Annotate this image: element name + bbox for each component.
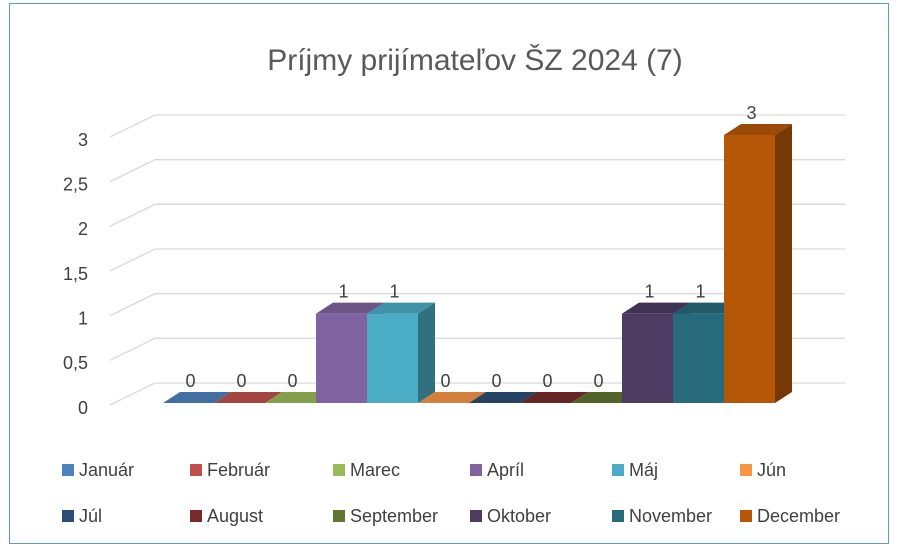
bar-side	[775, 124, 792, 403]
bar	[316, 313, 367, 403]
legend-swatch	[62, 510, 74, 522]
y-tick-label: 0	[78, 398, 88, 418]
legend-label: December	[757, 506, 840, 526]
bar	[673, 313, 724, 403]
data-label: 1	[644, 281, 654, 301]
y-tick-label: 0,5	[63, 353, 88, 373]
bar-top	[418, 392, 486, 403]
legend-label: Január	[79, 460, 134, 480]
grid-line	[109, 114, 845, 138]
legend-label: Oktober	[487, 506, 551, 526]
legend-swatch	[190, 464, 202, 476]
legend-swatch	[470, 464, 482, 476]
legend-swatch	[740, 510, 752, 522]
legend-label: Marec	[350, 460, 400, 480]
legend-label: September	[350, 506, 438, 526]
bar-top	[622, 302, 690, 314]
legend-swatch	[612, 510, 624, 522]
legend-label: Apríl	[487, 460, 524, 480]
data-label: 1	[695, 281, 705, 301]
grid-line	[109, 203, 845, 227]
bar	[622, 313, 673, 403]
data-label: 3	[746, 103, 756, 123]
data-label: 0	[287, 371, 297, 391]
legend-label: Máj	[629, 460, 658, 480]
legend-swatch	[62, 464, 74, 476]
grid-line	[109, 159, 845, 183]
y-tick-label: 1,5	[63, 264, 88, 284]
bar-top	[724, 124, 792, 135]
grid-line	[109, 382, 845, 406]
chart-title: Príjmy prijímateľov ŠZ 2024 (7)	[267, 43, 683, 77]
data-label: 0	[440, 371, 450, 391]
data-label: 0	[185, 371, 195, 391]
legend-label: Február	[207, 460, 270, 480]
grid-line	[109, 248, 845, 272]
y-tick-label: 1	[78, 308, 88, 328]
grid-line	[109, 293, 845, 317]
legend-label: August	[207, 506, 263, 526]
legend-label: Júl	[79, 506, 102, 526]
data-label: 0	[491, 371, 501, 391]
bar-top	[163, 392, 231, 403]
bar-top	[520, 392, 588, 403]
data-label: 1	[338, 281, 348, 301]
y-tick-label: 2	[78, 219, 88, 239]
bar-top	[469, 392, 537, 403]
legend-swatch	[740, 464, 752, 476]
legend-label: Jún	[757, 460, 786, 480]
bar	[367, 313, 418, 403]
legend-label: November	[629, 506, 712, 526]
legend-swatch	[333, 510, 345, 522]
y-tick-label: 2,5	[63, 174, 88, 194]
bar-top	[316, 302, 384, 314]
legend-swatch	[190, 510, 202, 522]
data-label: 0	[236, 371, 246, 391]
data-label: 0	[593, 371, 603, 391]
data-label: 1	[389, 281, 399, 301]
bar-top	[214, 392, 282, 403]
data-label: 0	[542, 371, 552, 391]
legend-swatch	[612, 464, 624, 476]
bar-side	[418, 302, 435, 403]
legend-swatch	[470, 510, 482, 522]
y-tick-label: 3	[78, 130, 88, 150]
bar-top	[367, 302, 435, 314]
grid-line	[109, 337, 845, 361]
bar	[724, 135, 775, 403]
legend-swatch	[333, 464, 345, 476]
